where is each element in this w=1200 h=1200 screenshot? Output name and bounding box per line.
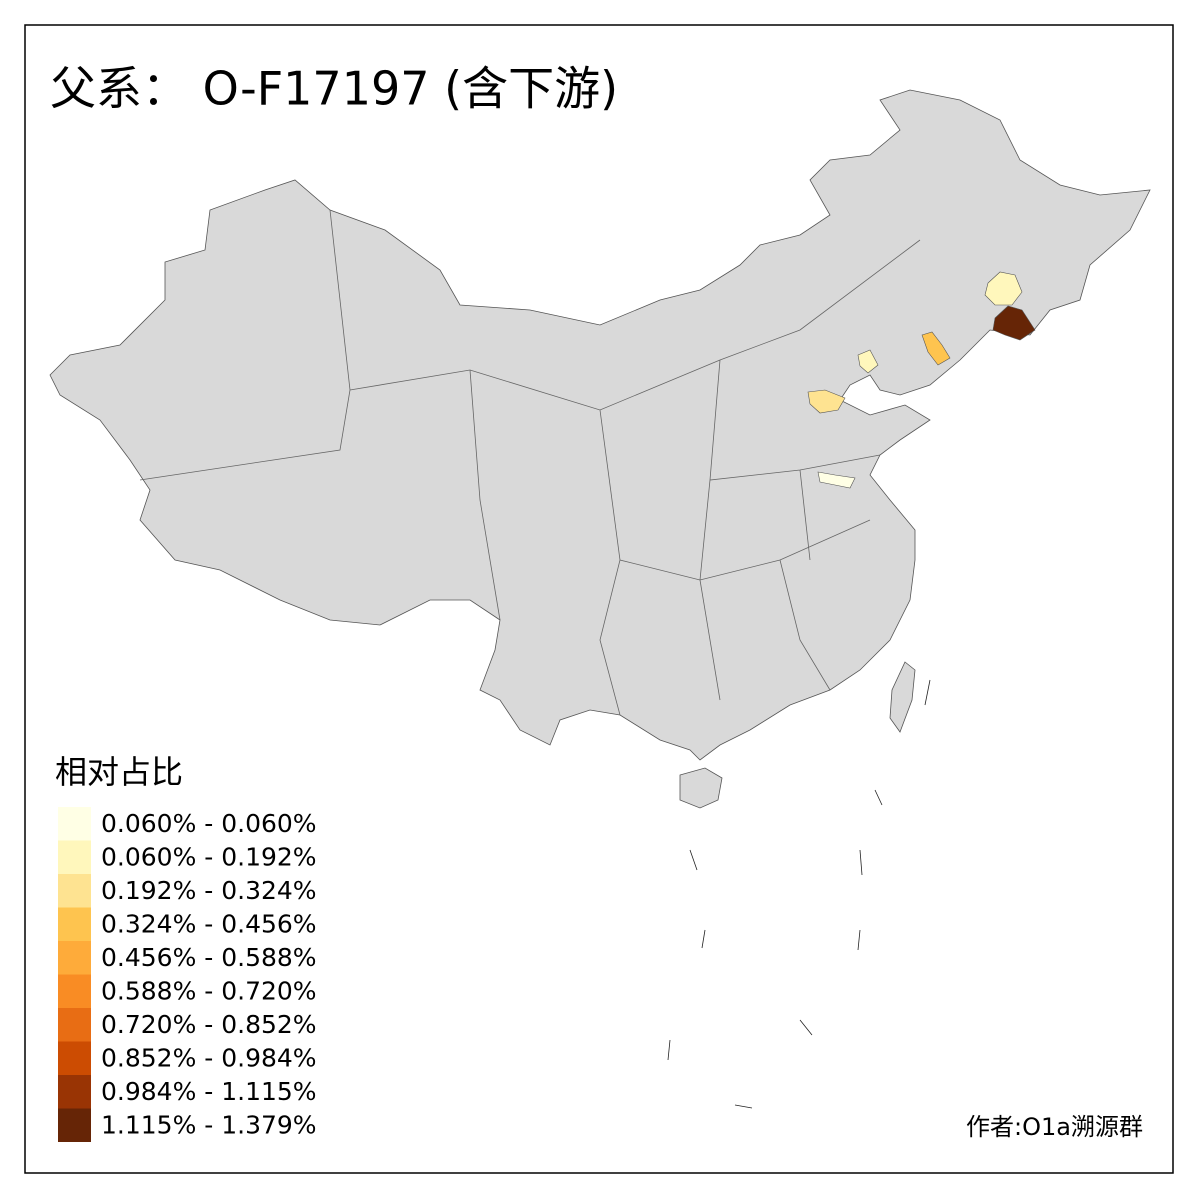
- legend-swatch: [58, 1008, 91, 1042]
- region: [992, 305, 1036, 341]
- legend-swatch: [58, 1075, 91, 1109]
- legend-swatch: [58, 941, 91, 975]
- legend-label: 0.324% - 0.456%: [101, 910, 317, 939]
- legend-swatch: [58, 840, 91, 874]
- legend-label: 0.852% - 0.984%: [101, 1044, 317, 1073]
- region: [984, 271, 1023, 306]
- legend: 0.060% - 0.060% 0.060% - 0.192% 0.192% - 0…: [58, 807, 317, 1142]
- region: [921, 331, 951, 366]
- legend-label: 0.588% - 0.720%: [101, 977, 317, 1006]
- author-credit: 作者:O1a溯源群: [966, 1113, 1143, 1141]
- province-borders: [139, 209, 921, 716]
- mainland: [49, 89, 1151, 761]
- legend-swatch: [58, 1108, 91, 1142]
- region: [817, 471, 856, 489]
- hainan: [679, 767, 723, 809]
- legend-label: 0.720% - 0.852%: [101, 1010, 317, 1039]
- region: [807, 389, 846, 414]
- legend-label: 0.984% - 1.115%: [101, 1077, 317, 1106]
- taiwan: [889, 661, 916, 733]
- legend-label: 0.192% - 0.324%: [101, 876, 317, 905]
- china-map: [49, 89, 1151, 1109]
- legend-title: 相对占比: [55, 753, 183, 791]
- legend-swatch: [58, 1041, 91, 1075]
- map-title: 父系： O-F17197 (含下游): [50, 62, 618, 116]
- legend-swatch: [58, 807, 91, 841]
- legend-label: 0.060% - 0.192%: [101, 843, 317, 872]
- south-sea-islands: [667, 679, 931, 1109]
- region: [857, 349, 879, 374]
- legend-label: 0.060% - 0.060%: [101, 809, 317, 838]
- legend-label: 0.456% - 0.588%: [101, 943, 317, 972]
- legend-swatch: [58, 974, 91, 1008]
- legend-label: 1.115% - 1.379%: [101, 1111, 317, 1140]
- highlighted-regions: [807, 271, 1036, 489]
- legend-swatch: [58, 874, 91, 908]
- legend-swatch: [58, 907, 91, 941]
